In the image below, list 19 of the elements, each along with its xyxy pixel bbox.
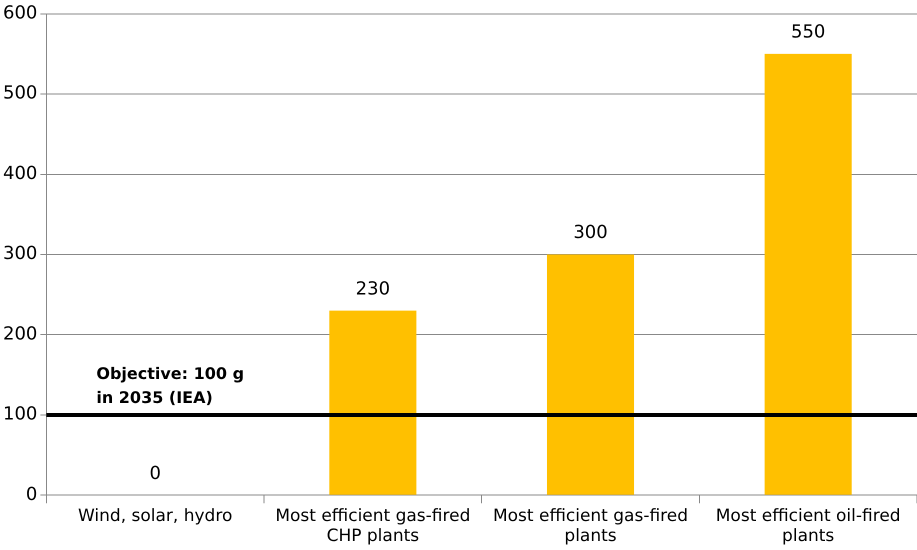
y-tick-label: 200	[2, 323, 38, 344]
y-tick-label: 300	[2, 243, 38, 264]
x-tick-label: Most efficient oil-fired plants	[716, 506, 901, 546]
y-tick-label: 400	[2, 162, 38, 184]
bar	[329, 310, 416, 495]
y-tick-label: 100	[2, 404, 38, 425]
data-label: 550	[790, 22, 826, 43]
bar	[764, 54, 852, 495]
data-label: 300	[573, 222, 608, 244]
y-tick-label: 0	[26, 484, 38, 505]
y-tick-label: 500	[2, 82, 38, 104]
data-label: 0	[149, 462, 161, 484]
x-tick-label: Wind, solar, hydro	[78, 506, 232, 526]
bar	[546, 254, 634, 495]
x-tick-label: Most efficient gas-fired CHP plants	[275, 506, 470, 546]
x-tick-label: Most efficient gas-fired plants	[492, 506, 688, 546]
y-tick-label: 600	[2, 2, 38, 24]
data-label: 230	[356, 278, 390, 300]
ref-line-label: Objective: 100 g in 2035 (IEA)	[96, 364, 244, 408]
